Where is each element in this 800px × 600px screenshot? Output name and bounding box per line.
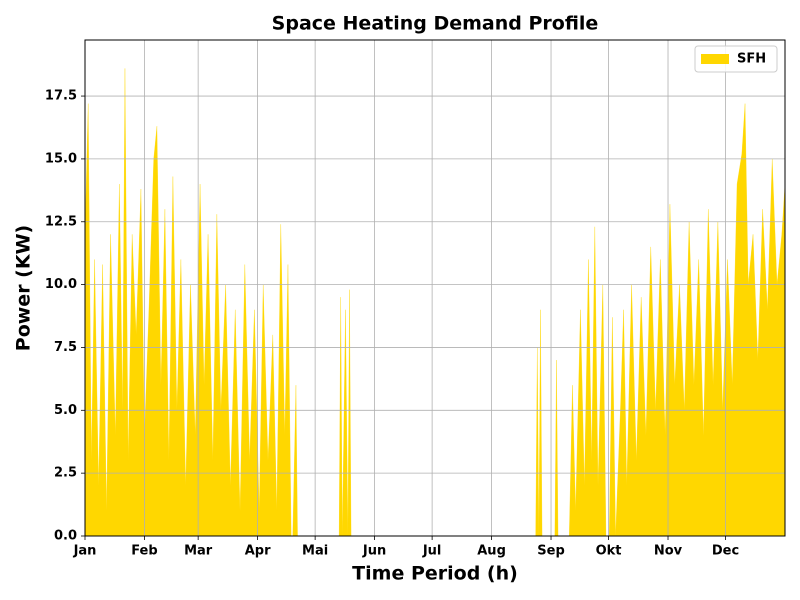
x-axis-label: Time Period (h) [352,563,518,585]
y-tick-label: 7.5 [54,340,77,355]
y-tick-label: 10.0 [45,277,77,292]
chart-title: Space Heating Demand Profile [272,13,599,35]
plot-frame [84,39,786,537]
x-tick-label: Okt [596,544,622,559]
y-tick-label: 2.5 [54,466,77,481]
x-tick-label: Nov [654,544,683,559]
x-tick-label: Jan [73,544,97,559]
x-tick-label: Jun [362,544,386,559]
x-tick-label: Aug [477,544,506,559]
y-tick-label: 0.0 [54,529,77,544]
y-tick-label: 15.0 [45,151,77,166]
y-tick-label: 5.0 [54,403,77,418]
legend-box [694,45,778,73]
legend-swatch [701,54,729,64]
y-tick-label: 12.5 [45,214,77,229]
x-tick-label: Mai [302,544,328,559]
x-tick-label: Jul [422,544,442,559]
x-tick-label: Dec [712,544,739,559]
area [84,68,786,537]
x-tick-label: Feb [131,544,157,559]
x-tick-label: Apr [245,544,271,559]
x-tick-label: Sep [537,544,565,559]
y-axis-label: Power (KW) [13,225,35,351]
y-tick-label: 17.5 [45,89,77,104]
x-tick-label: Mar [184,544,213,559]
legend-label: SFH [737,52,766,67]
